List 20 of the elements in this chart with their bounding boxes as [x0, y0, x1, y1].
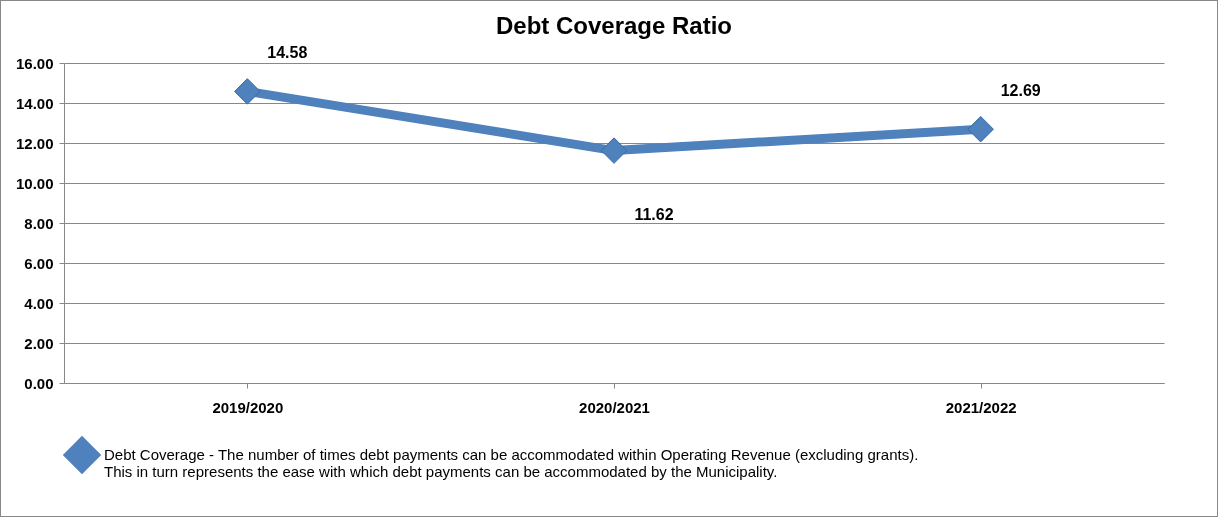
x-tick-label: 2021/2022	[945, 398, 1017, 416]
point	[234, 78, 261, 105]
y-tick-label: 14.00	[15, 94, 54, 112]
y-tick-label: 0.00	[24, 374, 54, 392]
y-tick-label: 2.00	[24, 334, 54, 352]
y-tick-label: 4.00	[24, 294, 54, 312]
y-tick-label: 8.00	[24, 214, 54, 232]
data-label: 11.62	[634, 205, 674, 223]
y-tick-label: 12.00	[15, 134, 54, 152]
x-tick-label: 2020/2021	[579, 398, 650, 416]
y-tick-label: 16.00	[15, 54, 54, 72]
data-label: 14.58	[267, 44, 308, 62]
y-tick-label: 10.00	[15, 174, 54, 192]
point	[600, 137, 628, 164]
x-tick-label: 2019/2020	[212, 398, 284, 416]
legend-label: Debt Coverage - The number of times debt payments can be accommodated within Operating Revenue (excluding grants). This in turn represents the ease with which debt payments can be accommodated by the Municipality.	[104, 446, 919, 480]
y-tick-label: 6.00	[24, 254, 54, 272]
data-label: 12.69	[1000, 82, 1041, 100]
point	[967, 115, 994, 143]
chart-title: Debt Coverage Ratio	[495, 12, 733, 40]
